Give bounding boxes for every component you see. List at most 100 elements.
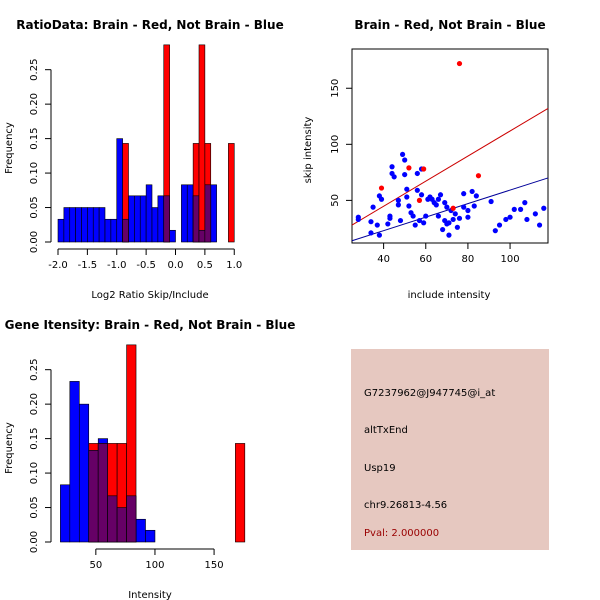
- histogram-bar-not-brain: [145, 529, 156, 543]
- gene-histogram-axes: 50 100 150 0.00 0.05 0.10 0.15 0.20 0.25: [29, 359, 224, 571]
- scatter-xlabel: include intensity: [408, 290, 491, 301]
- probe-info-panel: G7237962@J947745@i_at altTxEnd Usp19 chr…: [351, 349, 549, 550]
- scatter-point-not-brain: [414, 170, 420, 177]
- scatter-point-not-brain: [450, 216, 456, 223]
- scatter-point-not-brain: [440, 226, 446, 233]
- histogram-bar-not-brain: [104, 218, 112, 243]
- scatter-point-not-brain: [374, 222, 380, 228]
- histogram-bar-not-brain: [210, 184, 217, 243]
- x-tick-label: 40: [377, 254, 390, 265]
- histogram-bar-not-brain: [69, 381, 80, 543]
- scatter-point-not-brain: [469, 188, 475, 195]
- histogram-bar-brain: [198, 44, 206, 243]
- scatter-point-not-brain: [423, 213, 429, 219]
- histogram-bar-overlap: [163, 195, 170, 243]
- scatter-point-not-brain: [532, 211, 538, 217]
- scatter-point-not-brain: [456, 215, 463, 221]
- scatter-point-not-brain: [406, 203, 412, 209]
- scatter-point-not-brain: [435, 213, 442, 219]
- y-tick-label: 150: [330, 79, 341, 98]
- ratio-histogram-panel: RatioData: Brain - Red, Not Brain - Blue…: [4, 18, 284, 301]
- scatter-point-brain: [456, 60, 463, 67]
- y-tick-label: 100: [330, 135, 341, 154]
- y-tick-label: 0.00: [29, 531, 40, 553]
- y-tick-label: 0.20: [29, 393, 40, 415]
- y-tick-label: 0.05: [29, 496, 40, 518]
- histogram-bar-not-brain: [92, 207, 100, 243]
- scatter-axes: 40 60 80 100 50 100 150: [330, 79, 520, 265]
- histogram-bar-not-brain: [169, 229, 176, 243]
- scatter-point-not-brain: [402, 171, 408, 178]
- scatter-point-not-brain: [437, 192, 444, 198]
- histogram-bar-not-brain: [60, 484, 71, 543]
- histogram-bar-not-brain: [69, 207, 76, 243]
- histogram-bar-not-brain: [63, 207, 71, 243]
- scatter-point-not-brain: [368, 230, 374, 236]
- x-tick-label: 150: [205, 560, 224, 571]
- gene-histogram-ylabel: Frequency: [4, 422, 15, 474]
- gene-histogram-xlabel: Intensity: [128, 590, 172, 600]
- scatter-point-not-brain: [461, 204, 467, 210]
- histogram-bar-not-brain: [110, 218, 118, 243]
- histogram-bar-not-brain: [157, 195, 165, 243]
- regression-line-brain: [351, 108, 549, 226]
- ratio-histogram-ylabel: Frequency: [4, 122, 15, 174]
- scatter-point-not-brain: [518, 206, 524, 212]
- scatter-title: Brain - Red, Not Brain - Blue: [354, 18, 545, 32]
- scatter-point-not-brain: [454, 224, 460, 230]
- scatter-point-not-brain: [385, 221, 391, 227]
- gene-histogram-bars: [60, 344, 246, 543]
- x-tick-label: 0.5: [197, 260, 213, 271]
- scatter-point-not-brain: [389, 164, 395, 170]
- genomic-location-text: chr9.26813-4.56: [364, 500, 447, 511]
- scatter-point-not-brain: [452, 211, 458, 217]
- histogram-bar-not-brain: [75, 207, 82, 243]
- scatter-point-not-brain: [496, 222, 503, 228]
- gene-intensity-histogram-panel: Gene Itensity: Brain - Red, Not Brain - …: [4, 318, 295, 600]
- ratio-histogram-bars: [57, 44, 235, 243]
- scatter-point-brain: [421, 166, 427, 172]
- y-tick-label: 0.00: [29, 231, 40, 253]
- gene-symbol-text: Usp19: [364, 463, 396, 474]
- histogram-bar-not-brain: [135, 518, 146, 543]
- probe-id-text: G7237962@J947745@i_at: [364, 388, 495, 399]
- scatter-point-not-brain: [435, 196, 442, 202]
- x-tick-label: 50: [89, 560, 102, 571]
- scatter-point-not-brain: [404, 194, 410, 200]
- histogram-bar-overlap: [97, 443, 108, 543]
- scatter-point-brain: [475, 173, 482, 179]
- event-type-text: altTxEnd: [364, 425, 408, 436]
- histogram-bar-overlap: [116, 507, 127, 543]
- scatter-point-not-brain: [397, 217, 404, 224]
- x-tick-label: 1.0: [226, 260, 242, 271]
- intensity-scatter-panel: Brain - Red, Not Brain - Blue include in…: [303, 18, 549, 301]
- pval-text: Pval: 2.000000: [364, 528, 439, 539]
- scatter-point-brain: [416, 197, 423, 203]
- scatter-point-brain: [406, 165, 412, 171]
- scatter-point-not-brain: [368, 219, 374, 225]
- scatter-point-not-brain: [522, 200, 528, 206]
- histogram-bar-not-brain: [57, 218, 65, 243]
- y-tick-label: 0.10: [29, 462, 40, 484]
- scatter-point-not-brain: [421, 220, 427, 226]
- scatter-point-not-brain: [378, 196, 385, 202]
- histogram-bar-not-brain: [87, 207, 94, 243]
- x-tick-label: 60: [419, 254, 432, 265]
- histogram-bar-overlap: [198, 229, 206, 243]
- scatter-point-not-brain: [416, 217, 423, 224]
- scatter-point-not-brain: [399, 151, 406, 158]
- scatter-point-not-brain: [492, 228, 498, 234]
- scatter-ylabel: skip intensity: [303, 117, 314, 184]
- histogram-bar-not-brain: [81, 207, 88, 243]
- scatter-point-not-brain: [465, 214, 471, 220]
- histogram-bar-brain: [235, 443, 246, 543]
- x-tick-label: 100: [501, 254, 520, 265]
- ratio-histogram-title: RatioData: Brain - Red, Not Brain - Blue: [16, 18, 283, 32]
- scatter-point-not-brain: [473, 193, 479, 199]
- histogram-bar-overlap: [204, 184, 212, 243]
- scatter-point-not-brain: [402, 157, 408, 163]
- scatter-point-not-brain: [465, 207, 471, 214]
- scatter-point-not-brain: [442, 200, 448, 206]
- x-tick-label: -0.5: [136, 260, 156, 271]
